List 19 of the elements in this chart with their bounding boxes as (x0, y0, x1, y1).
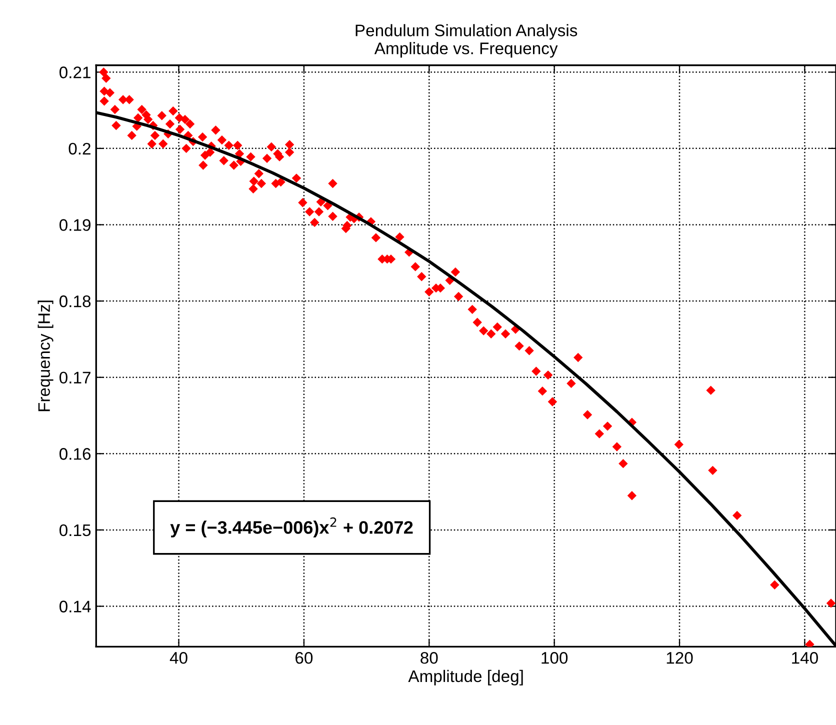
x-tick-label: 100 (542, 652, 568, 664)
x-tick-label: 140 (792, 652, 818, 664)
y-tick-label: 0.16 (59, 448, 91, 460)
chart-title: Pendulum Simulation Analysis (356, 24, 578, 40)
y-tick-label: 0.19 (59, 219, 90, 231)
y-axis-title: Frequency [Hz] (38, 300, 54, 412)
y-tick-label: 0.2 (68, 142, 90, 155)
y-tick-label: 0.17 (59, 372, 90, 384)
x-tick-label: 60 (296, 652, 313, 664)
x-tick-label: 80 (420, 652, 438, 664)
chart-subtitle: Amplitude vs. Frequency (374, 42, 558, 58)
annotation: y = (−3.445e−006)x$^{2}$ + 0.2072 (170, 517, 413, 538)
y-tick-label: 0.18 (59, 295, 91, 308)
x-axis-title: Amplitude [deg] (408, 670, 523, 686)
y-tick-label: 0.15 (59, 524, 91, 536)
x-tick-label: 40 (170, 652, 188, 664)
y-tick-label: 0.14 (59, 600, 91, 612)
y-tick-label: 0.21 (59, 66, 90, 78)
x-tick-label: 120 (666, 652, 693, 664)
